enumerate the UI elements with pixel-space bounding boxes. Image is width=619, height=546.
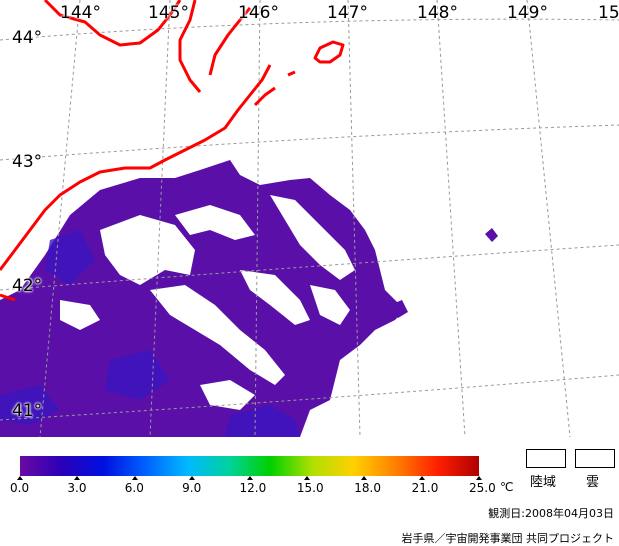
colorbar-tick-mark	[74, 476, 81, 480]
lon-label-144: 144°	[60, 3, 101, 23]
colorbar-tick-label: 0.0	[10, 481, 30, 495]
coastline	[0, 0, 345, 302]
lat-label-43: 43°	[12, 152, 43, 172]
lon-label-146: 146°	[238, 3, 279, 23]
colorbar-tick-label: 12.0	[239, 481, 267, 495]
temperature-colorbar	[20, 456, 479, 476]
lon-label-145: 145°	[148, 3, 189, 23]
colorbar-tick-mark	[361, 476, 368, 480]
colorbar-tick-mark	[189, 476, 196, 480]
lon-label-148: 148°	[417, 3, 458, 23]
colorbar-tick-label: 3.0	[67, 481, 87, 495]
credit-line: 岩手県／宇宙開発事業団 共同プロジェクト	[401, 532, 615, 545]
map-canvas	[0, 0, 619, 437]
colorbar-tick-mark	[476, 476, 482, 480]
lon-label-147: 147°	[327, 3, 368, 23]
colorbar-tick-label: 18.0	[354, 481, 381, 495]
colorbar-tick-label: 21.0	[411, 481, 439, 495]
temperature-unit: ℃	[500, 480, 514, 494]
colorbar-tick-label: 15.0	[296, 481, 324, 495]
graticule	[0, 0, 619, 437]
cloud-areas	[60, 195, 355, 410]
lat-label-44: 44°	[12, 28, 43, 48]
colorbar-tick-mark	[131, 476, 138, 480]
colorbar-tick-label: 6.0	[124, 481, 144, 495]
colorbar-tick-mark	[418, 476, 425, 480]
observation-date: 観測日:2008年04月03日	[488, 507, 614, 520]
colorbar-tick-mark	[246, 476, 253, 480]
lat-label-41: 41°	[12, 401, 43, 421]
colorbar-tick-mark	[17, 476, 23, 480]
colorbar-tick-label: 9.0	[182, 481, 202, 495]
cloud-label: 雲	[586, 475, 600, 490]
cloud-swatch	[575, 449, 615, 468]
sst-warm-patches	[0, 230, 300, 437]
lat-label-42: 42°	[12, 276, 43, 296]
land-swatch	[526, 449, 566, 468]
colorbar-tick-label: 25.0	[469, 481, 496, 495]
lon-label-150: 15	[598, 3, 619, 23]
land-label: 陸域	[530, 475, 557, 490]
lon-label-149: 149°	[507, 3, 548, 23]
colorbar-tick-mark	[303, 476, 310, 480]
sst-map: 144° 145° 146° 147° 148° 149° 15 44° 43°…	[0, 0, 619, 437]
